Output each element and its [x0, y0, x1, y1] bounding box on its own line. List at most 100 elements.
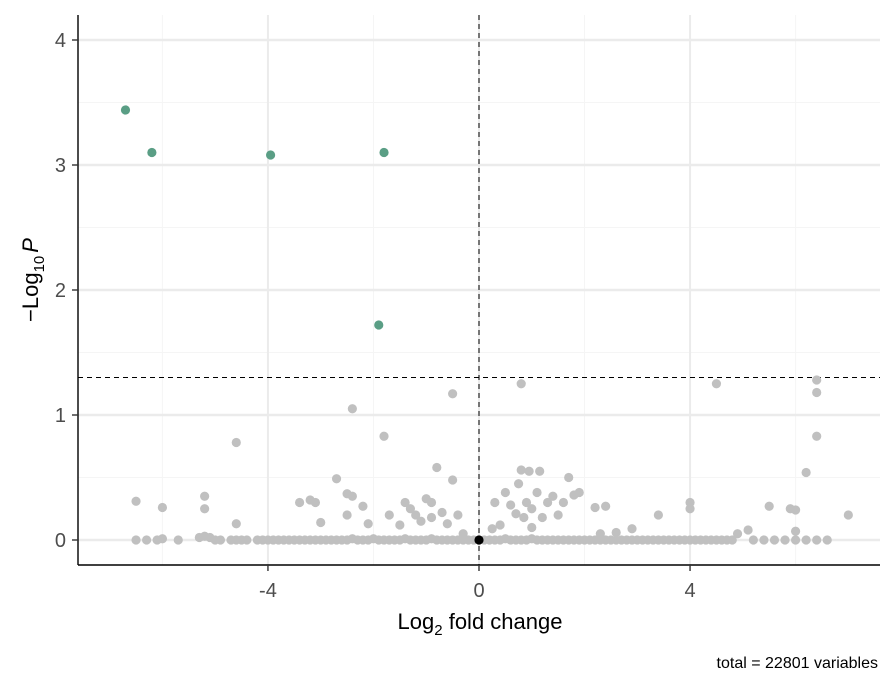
data-point	[542, 497, 553, 508]
data-point	[342, 510, 352, 520]
data-point	[532, 487, 542, 498]
caption: total = 22801 variables	[717, 655, 878, 672]
data-point	[553, 510, 563, 520]
data-point	[331, 474, 342, 484]
data-point	[611, 527, 621, 538]
data-point	[379, 431, 389, 441]
data-point	[790, 535, 801, 545]
data-point	[200, 504, 210, 514]
data-point	[527, 522, 537, 533]
data-point	[748, 535, 758, 545]
data-point	[516, 379, 526, 389]
data-point	[200, 491, 210, 501]
data-point	[495, 520, 505, 530]
data-point	[448, 475, 458, 485]
data-point	[141, 535, 152, 545]
data-point	[411, 510, 421, 520]
y-tick-label: 2	[55, 280, 66, 302]
data-point	[474, 535, 484, 545]
data-point	[513, 479, 524, 489]
data-point	[812, 387, 822, 398]
data-point	[812, 375, 822, 385]
data-point	[790, 526, 801, 536]
data-point	[780, 535, 790, 545]
data-point	[822, 535, 832, 545]
data-point	[400, 497, 410, 508]
data-point	[295, 497, 305, 508]
data-point	[685, 504, 695, 514]
data-point	[516, 465, 526, 475]
data-point	[157, 534, 168, 544]
data-point	[801, 535, 811, 545]
data-point	[790, 505, 801, 515]
data-point	[265, 150, 276, 160]
data-point	[843, 510, 853, 520]
data-point	[801, 467, 811, 478]
y-ticks: 0 1 2 3 4	[55, 30, 78, 552]
data-point	[231, 437, 241, 448]
data-point	[732, 529, 743, 539]
data-point	[231, 519, 241, 529]
data-point	[384, 510, 394, 520]
data-point	[769, 535, 780, 545]
x-ticks: -4 0 4	[259, 565, 696, 602]
data-point	[395, 520, 405, 530]
data-point	[374, 320, 384, 330]
data-point	[363, 519, 373, 529]
x-tick-label: 0	[473, 580, 484, 602]
data-point	[215, 535, 226, 545]
data-point	[426, 512, 437, 523]
data-point	[519, 512, 529, 523]
y-tick-label: 0	[55, 530, 66, 552]
data-point	[574, 487, 584, 498]
data-point	[147, 147, 157, 158]
data-point	[310, 497, 321, 508]
data-point	[358, 501, 368, 511]
data-point	[511, 509, 521, 519]
data-point	[601, 501, 611, 511]
data-point	[448, 389, 458, 399]
data-point	[242, 535, 252, 545]
data-point	[416, 516, 426, 526]
data-point	[453, 510, 463, 520]
data-point	[437, 507, 447, 518]
data-point	[727, 535, 737, 545]
x-axis-title: Log2 fold change	[398, 609, 563, 639]
data-point	[405, 504, 416, 514]
data-point	[564, 472, 574, 483]
data-points	[120, 105, 853, 545]
x-tick-label: -4	[259, 580, 277, 602]
data-point	[590, 502, 600, 513]
data-point	[627, 524, 637, 534]
data-point	[426, 497, 437, 508]
data-point	[120, 105, 131, 115]
data-point	[347, 404, 357, 414]
data-point	[521, 497, 532, 508]
data-point	[743, 525, 753, 535]
data-point	[764, 501, 774, 511]
data-point	[347, 491, 357, 501]
y-axis-title: −Log10P	[18, 238, 48, 322]
data-point	[432, 462, 442, 473]
data-point	[535, 466, 545, 476]
data-point	[157, 502, 168, 513]
data-point	[812, 431, 822, 441]
data-point	[537, 512, 547, 523]
x-tick-label: 4	[684, 580, 695, 602]
y-tick-label: 1	[55, 405, 66, 427]
data-point	[131, 496, 141, 506]
data-point	[812, 535, 822, 545]
data-point	[442, 519, 452, 529]
data-point	[173, 535, 183, 545]
cutoff-lines	[78, 15, 880, 565]
data-point	[759, 535, 769, 545]
data-point	[487, 524, 497, 534]
y-tick-label: 3	[55, 155, 66, 177]
data-point	[500, 487, 510, 498]
data-point	[558, 497, 569, 508]
data-point	[524, 466, 534, 476]
y-tick-label: 4	[55, 30, 66, 52]
data-point	[131, 535, 141, 545]
data-point	[506, 500, 516, 510]
data-point	[379, 147, 389, 158]
